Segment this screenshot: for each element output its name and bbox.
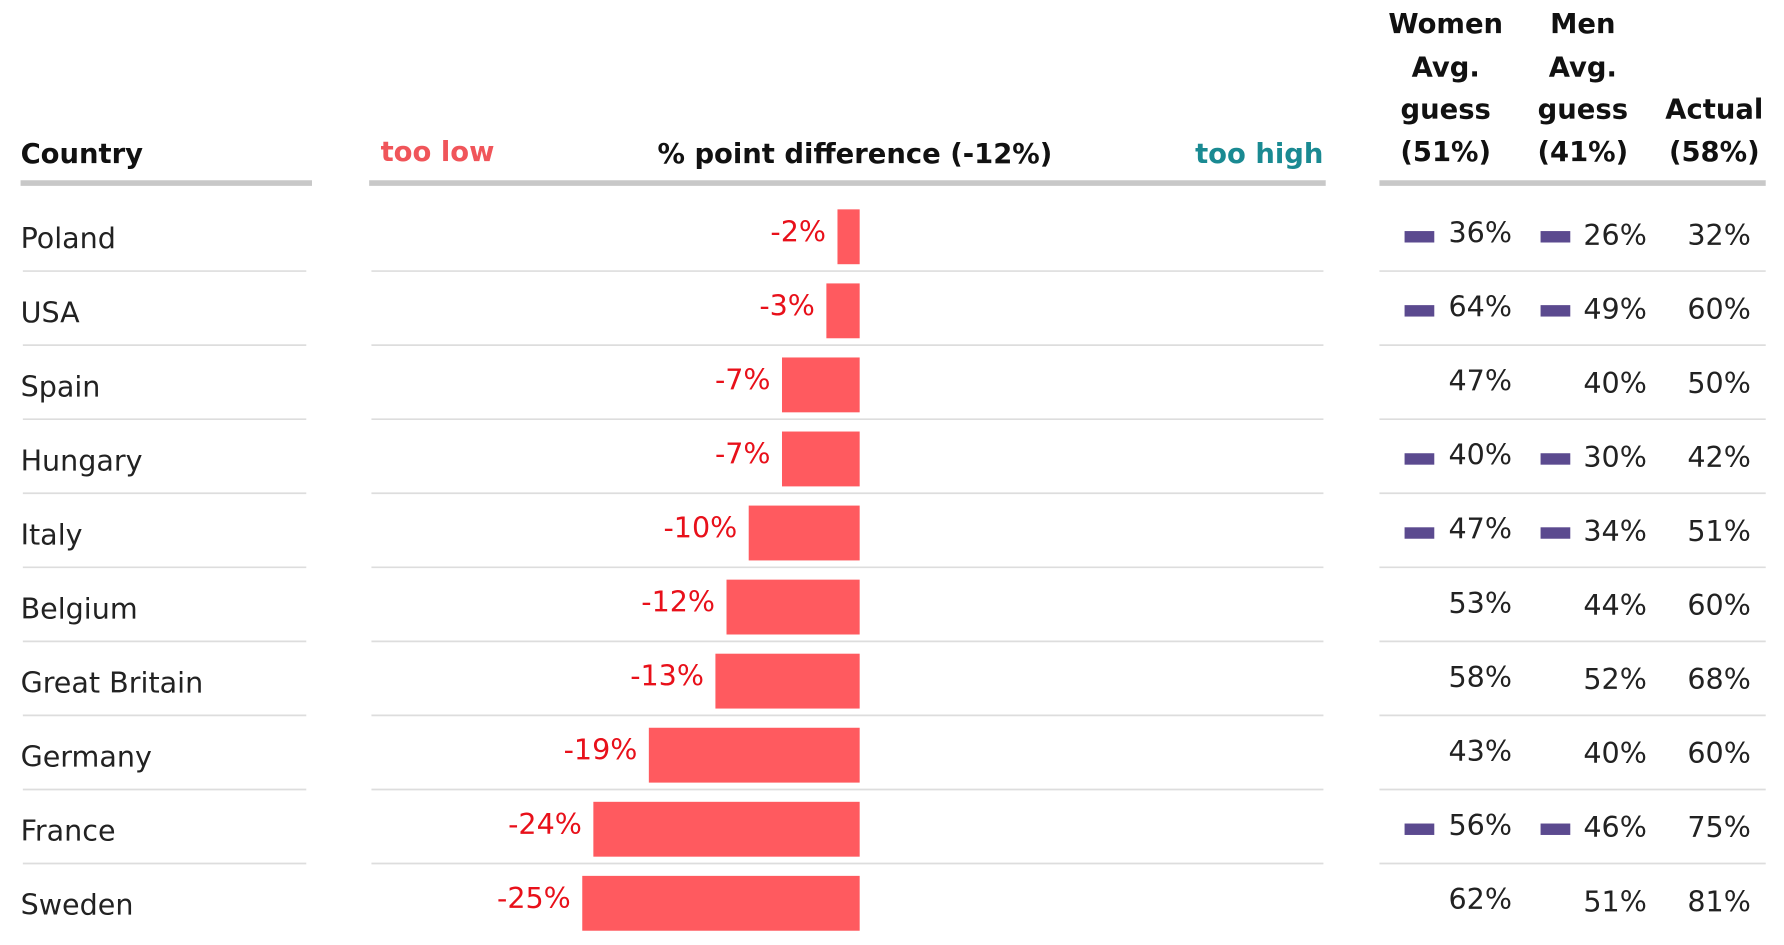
country-label: Spain xyxy=(21,369,101,403)
men-value: 26% xyxy=(1583,218,1647,252)
women-value: 58% xyxy=(1449,660,1513,694)
marker xyxy=(1404,305,1435,317)
country-label: Poland xyxy=(21,221,116,255)
country-label: Great Britain xyxy=(21,666,204,700)
actual-value: 75% xyxy=(1687,810,1751,844)
value-label: -12% xyxy=(641,585,715,619)
bar xyxy=(715,653,860,709)
value-label: -24% xyxy=(508,807,582,841)
bar xyxy=(582,875,860,931)
men-value: 44% xyxy=(1583,588,1647,622)
bar xyxy=(781,431,860,487)
men-value: 40% xyxy=(1583,736,1647,770)
actual-value: 60% xyxy=(1687,736,1751,770)
column-header: (51%) xyxy=(1400,137,1491,168)
men-value: 51% xyxy=(1583,884,1647,918)
marker xyxy=(1404,823,1435,835)
country-label: France xyxy=(21,814,116,848)
country-label: Germany xyxy=(21,740,152,774)
actual-value: 51% xyxy=(1687,514,1751,548)
women-value: 47% xyxy=(1449,512,1513,546)
marker xyxy=(1540,823,1571,835)
men-value: 46% xyxy=(1583,810,1647,844)
column-header: guess xyxy=(1538,95,1628,126)
marker xyxy=(1540,231,1571,243)
actual-value: 50% xyxy=(1687,366,1751,400)
country-label: Sweden xyxy=(21,888,134,922)
actual-value: 42% xyxy=(1687,440,1751,474)
bar xyxy=(748,505,860,561)
women-value: 56% xyxy=(1449,808,1513,842)
value-label: -25% xyxy=(497,881,571,915)
actual-value: 68% xyxy=(1687,662,1751,696)
marker xyxy=(1404,453,1435,465)
actual-value: 81% xyxy=(1687,884,1751,918)
value-label: -2% xyxy=(770,214,826,248)
women-value: 40% xyxy=(1449,438,1513,472)
value-label: -3% xyxy=(759,288,815,322)
actual-value: 32% xyxy=(1687,218,1751,252)
bar xyxy=(726,579,860,635)
high-label: too high xyxy=(1195,139,1323,170)
value-label: -19% xyxy=(564,733,638,767)
country-label: USA xyxy=(21,295,81,329)
column-header: (58%) xyxy=(1669,137,1760,168)
bar xyxy=(593,801,860,857)
actual-value: 60% xyxy=(1687,588,1751,622)
bar xyxy=(826,283,860,339)
women-value: 36% xyxy=(1449,216,1513,250)
column-header: Actual xyxy=(1665,95,1763,126)
marker xyxy=(1404,231,1435,243)
value-label: -10% xyxy=(663,511,737,545)
marker xyxy=(1540,527,1571,539)
country-label: Belgium xyxy=(21,592,138,626)
men-value: 52% xyxy=(1583,662,1647,696)
column-header: guess xyxy=(1401,95,1491,126)
column-header: (41%) xyxy=(1538,137,1629,168)
men-value: 40% xyxy=(1583,366,1647,400)
men-value: 30% xyxy=(1583,440,1647,474)
value-label: -13% xyxy=(630,659,704,693)
women-value: 53% xyxy=(1449,586,1513,620)
men-value: 34% xyxy=(1583,514,1647,548)
women-value: 62% xyxy=(1449,882,1513,916)
low-label: too low xyxy=(381,137,495,168)
women-value: 64% xyxy=(1449,290,1513,324)
men-value: 49% xyxy=(1583,292,1647,326)
chart-title: % point difference (-12%) xyxy=(657,139,1052,170)
bar xyxy=(837,209,860,265)
column-header: Avg. xyxy=(1549,52,1617,83)
country-label: Italy xyxy=(21,517,83,551)
women-value: 43% xyxy=(1449,734,1513,768)
actual-value: 60% xyxy=(1687,292,1751,326)
marker xyxy=(1540,453,1571,465)
marker xyxy=(1540,305,1571,317)
bar xyxy=(648,727,860,783)
column-header: Men xyxy=(1550,9,1615,40)
women-value: 47% xyxy=(1449,364,1513,398)
country-header: Country xyxy=(21,139,144,170)
column-header: Women xyxy=(1388,9,1503,40)
value-label: -7% xyxy=(715,362,771,396)
value-label: -7% xyxy=(715,437,771,471)
marker xyxy=(1404,527,1435,539)
bar xyxy=(781,357,860,413)
country-label: Hungary xyxy=(21,443,143,477)
column-header: Avg. xyxy=(1412,52,1480,83)
